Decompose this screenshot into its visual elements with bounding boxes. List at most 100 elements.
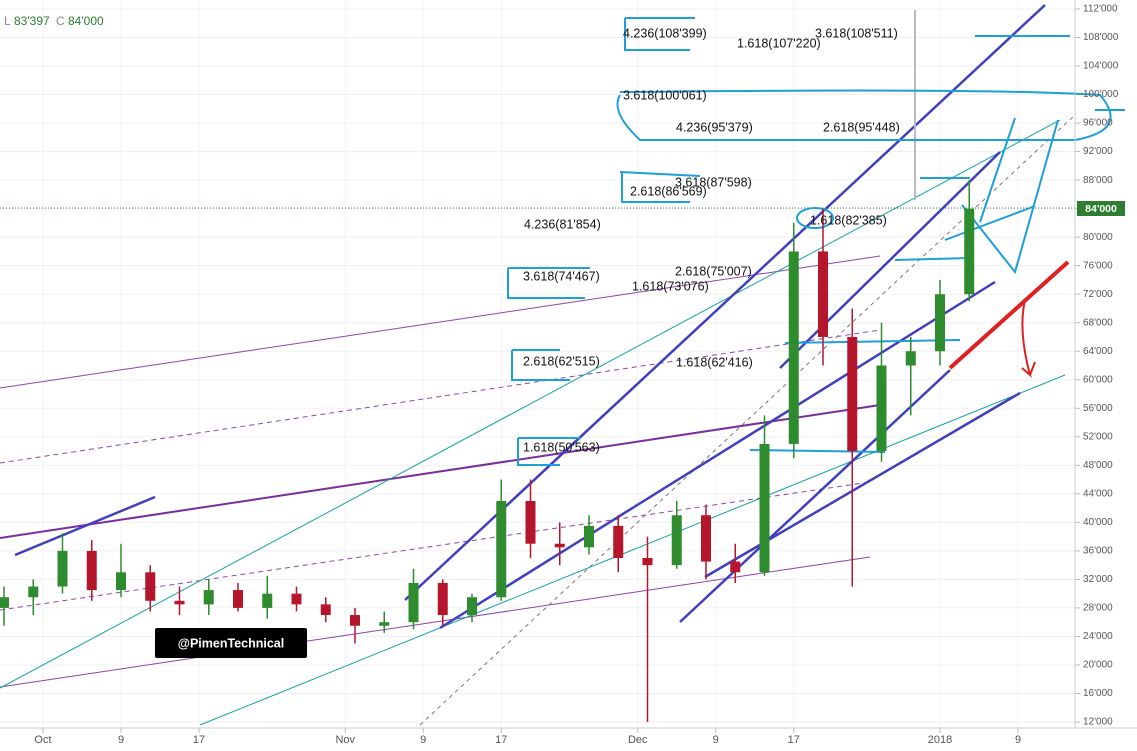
y-tick-label: 60'000 (1083, 374, 1113, 385)
fib-label: 1.618(50'563) (523, 440, 600, 454)
drawings (0, 4, 1125, 726)
marker-box (619, 171, 701, 203)
y-tick-label: 36'000 (1083, 546, 1113, 557)
y-tick-label: 44'000 (1083, 488, 1113, 499)
trend-line (14, 495, 156, 557)
y-tick-label: 56'000 (1083, 403, 1113, 414)
price-tag-label: 84'000 (1085, 203, 1117, 215)
x-tick-label: 9 (713, 734, 719, 746)
candle-body (350, 615, 360, 626)
price-tag (1077, 201, 1125, 216)
candle-body (730, 561, 741, 573)
candle-body (788, 251, 799, 444)
y-tick-label: 68'000 (1083, 317, 1113, 328)
y-tick-label: 80'000 (1083, 232, 1113, 243)
header-close-key: C (56, 14, 65, 28)
y-tick-label: 88'000 (1083, 175, 1113, 186)
fib-label: 4.236(81'854) (524, 217, 601, 231)
y-tick-label: 28'000 (1083, 603, 1113, 614)
x-tick-label: Oct (34, 734, 51, 746)
y-tick-label: 32'000 (1083, 574, 1113, 585)
y-tick-label: 64'000 (1083, 346, 1113, 357)
candle-body (408, 582, 419, 623)
y-tick-label: 20'000 (1083, 660, 1113, 671)
fib-label: 2.618(86'569) (630, 184, 707, 198)
candle-body (57, 550, 68, 587)
trend-line (0, 481, 871, 611)
fib-label: 1.618(62'416) (676, 355, 753, 369)
fib-label: 1.618(107'220) (737, 36, 821, 50)
x-tick-label: 9 (118, 734, 124, 746)
x-tick-label: 9 (420, 734, 426, 746)
candle-body (233, 590, 243, 608)
y-tick-label: 108'000 (1083, 32, 1119, 43)
trend-line (679, 369, 951, 623)
x-tick-label: 2018 (928, 734, 952, 746)
y-tick-label: 48'000 (1083, 460, 1113, 471)
candle-body (525, 500, 536, 544)
x-tick-label: 9 (1015, 734, 1021, 746)
watermark-box (155, 628, 307, 658)
header-low: 83'397 (14, 14, 50, 28)
marker-line (749, 177, 971, 453)
candle-body (437, 582, 448, 616)
candle-body (496, 500, 507, 598)
fib-label: 1.618(73'076) (632, 279, 709, 293)
candle-body (935, 294, 945, 352)
candle-body (613, 525, 624, 559)
candle-body (28, 586, 39, 598)
y-tick-label: 16'000 (1083, 688, 1113, 699)
marker-box (624, 17, 695, 51)
candle-body (671, 515, 682, 566)
candle-body (554, 543, 565, 548)
x-tick-label: Dec (628, 734, 648, 746)
marker-box (507, 267, 590, 299)
x-tick-label: Nov (335, 734, 355, 746)
marker-box (511, 349, 570, 381)
candle-body (642, 558, 653, 566)
y-tick-label: 100'000 (1083, 89, 1119, 100)
marker-box (517, 437, 580, 466)
trend-line (704, 391, 1021, 579)
trend-line (779, 151, 1001, 369)
candle-body (0, 597, 9, 608)
candle-body (86, 550, 97, 591)
trend-line (0, 255, 881, 389)
marker-line (948, 260, 1070, 370)
trend-line (419, 114, 1076, 726)
x-tick-label: 17 (495, 734, 507, 746)
trend-line (0, 556, 871, 688)
trend-line (199, 374, 1066, 726)
candle-body (701, 515, 711, 562)
candle-body (379, 622, 390, 626)
candle-body (174, 600, 185, 605)
y-tick-label: 112'000 (1083, 4, 1118, 15)
candle-body (145, 572, 156, 601)
header-low-key: L (4, 14, 11, 28)
watermark: @PimenTechnical (178, 636, 284, 650)
trend-line (439, 280, 996, 630)
y-tick-label: 92'000 (1083, 146, 1113, 157)
candle-body (847, 336, 858, 452)
y-tick-label: 72'000 (1083, 289, 1113, 300)
fib-label: 3.618(108'511) (815, 26, 898, 40)
y-tick-label: 76'000 (1083, 260, 1113, 271)
y-tick-label: 104'000 (1083, 61, 1119, 72)
y-tick-label: 24'000 (1083, 631, 1113, 642)
candle-body (876, 365, 887, 452)
fib-label: 4.236(108'399) (623, 26, 707, 40)
y-tick-label: 96'000 (1083, 118, 1113, 129)
candle-body (203, 590, 214, 605)
candle-body (964, 208, 975, 295)
fib-label: 4.236(95'379) (676, 120, 753, 134)
trend-line (0, 404, 881, 539)
trend-line (0, 329, 881, 464)
candle-body (584, 525, 594, 548)
fib-label: 1.618(82'385) (810, 213, 887, 227)
y-tick-label: 52'000 (1083, 431, 1113, 442)
marker-arrow (1021, 299, 1036, 378)
trend-line (404, 4, 1046, 601)
header-close: 84'000 (68, 14, 104, 28)
fib-label: 2.618(62'515) (523, 354, 600, 368)
